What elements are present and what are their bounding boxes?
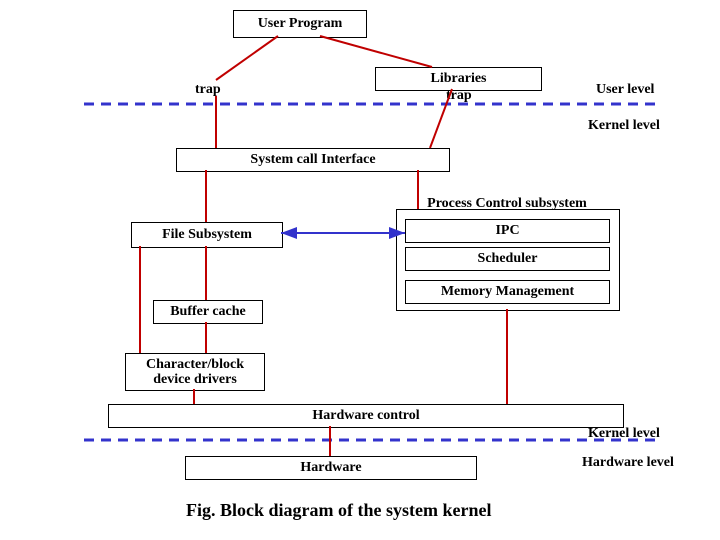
- hardware-control-box: Hardware control: [108, 404, 624, 428]
- scheduler-box: Scheduler: [405, 247, 610, 271]
- memory-mgmt-box: Memory Management: [405, 280, 610, 304]
- kernel-level-label-top: Kernel level: [588, 118, 660, 134]
- trap-label-right: trap: [446, 88, 472, 104]
- kernel-level-label-bottom: Kernel level: [588, 426, 660, 442]
- process-control-label: Process Control subsystem: [392, 196, 622, 212]
- figure-caption: Fig. Block diagram of the system kernel: [186, 500, 491, 521]
- user-level-label: User level: [596, 82, 654, 98]
- trap-label-left: trap: [195, 82, 221, 98]
- device-drivers-box: Character/blockdevice drivers: [125, 353, 265, 391]
- hardware-box: Hardware: [185, 456, 477, 480]
- syscall-interface-box: System call Interface: [176, 148, 450, 172]
- device-drivers-text: Character/blockdevice drivers: [146, 357, 244, 388]
- hardware-level-label: Hardware level: [582, 455, 674, 471]
- user-program-box: User Program: [233, 10, 367, 38]
- ipc-box: IPC: [405, 219, 610, 243]
- buffer-cache-box: Buffer cache: [153, 300, 263, 324]
- file-subsystem-box: File Subsystem: [131, 222, 283, 248]
